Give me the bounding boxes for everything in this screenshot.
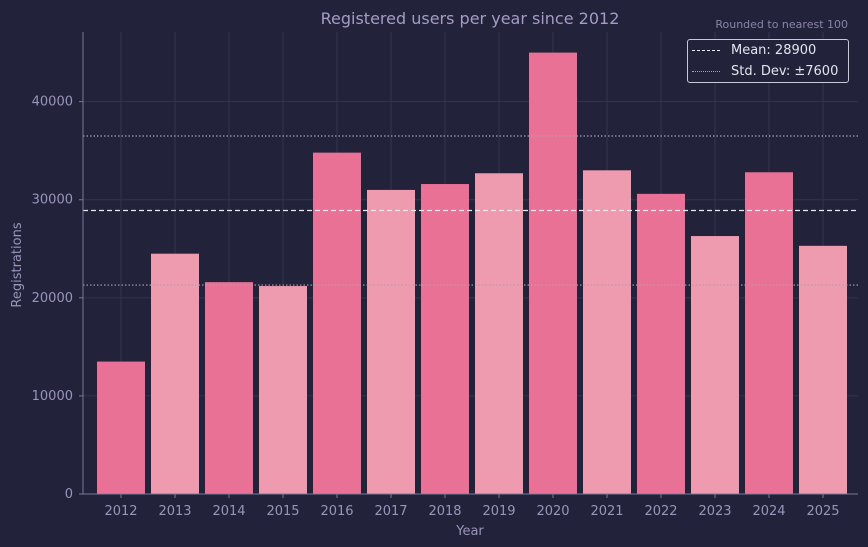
x-axis-label: Year xyxy=(455,524,484,539)
bar-2021 xyxy=(583,170,631,494)
bar-2013 xyxy=(151,253,199,494)
x-tick-label: 2017 xyxy=(374,504,407,519)
x-tick-label: 2015 xyxy=(266,504,299,519)
x-tick-label: 2013 xyxy=(158,504,191,519)
y-axis-label: Registrations xyxy=(10,222,25,307)
mean-line-swatch xyxy=(692,50,720,51)
bar-2024 xyxy=(745,172,793,494)
y-tick-label: 0 xyxy=(65,487,73,502)
legend-mean-label: Mean: 28900 xyxy=(731,43,817,58)
legend-item-mean: Mean: 28900 xyxy=(688,42,848,60)
x-tick-label: 2019 xyxy=(482,504,515,519)
reference-lines xyxy=(83,135,858,286)
x-tick-label: 2025 xyxy=(806,504,839,519)
y-tick-label: 40000 xyxy=(32,95,73,110)
x-tick-label: 2012 xyxy=(104,504,137,519)
x-tick-label: 2021 xyxy=(590,504,623,519)
x-tick-label: 2024 xyxy=(752,504,785,519)
bar-2018 xyxy=(421,184,469,495)
bar-2020 xyxy=(529,52,577,494)
y-tick-label: 20000 xyxy=(32,291,73,306)
legend: Mean: 28900 Std. Dev: ±7600 xyxy=(687,39,849,83)
y-tick-label: 10000 xyxy=(32,389,73,404)
chart-title: Registered users per year since 2012 xyxy=(321,9,620,28)
bar-2022 xyxy=(637,193,685,494)
y-tick-label: 30000 xyxy=(32,193,73,208)
tick-labels: 0 10000 20000 30000 40000 2012 2013 2014 2015 201… xyxy=(32,95,840,519)
bar-2023 xyxy=(691,236,739,494)
legend-item-std: Std. Dev: ±7600 xyxy=(688,63,848,81)
x-tick-label: 2014 xyxy=(212,504,245,519)
grid-lines xyxy=(83,32,858,495)
x-tick-label: 2018 xyxy=(428,504,461,519)
bar-2019 xyxy=(475,173,523,494)
x-tick-label: 2022 xyxy=(644,504,677,519)
bar-2012 xyxy=(97,361,145,494)
bar-2015 xyxy=(259,286,307,494)
x-tick-label: 2016 xyxy=(320,504,353,519)
bar-2025 xyxy=(799,245,847,494)
chart-note: Rounded to nearest 100 xyxy=(715,18,848,31)
bar-2016 xyxy=(313,152,361,494)
axes xyxy=(82,32,858,495)
bars xyxy=(97,52,847,495)
bar-2014 xyxy=(205,282,253,494)
bar-2017 xyxy=(367,189,415,494)
x-tick-label: 2023 xyxy=(698,504,731,519)
legend-std-label: Std. Dev: ±7600 xyxy=(731,64,839,79)
x-tick-label: 2020 xyxy=(536,504,569,519)
std-line-swatch xyxy=(692,71,720,72)
